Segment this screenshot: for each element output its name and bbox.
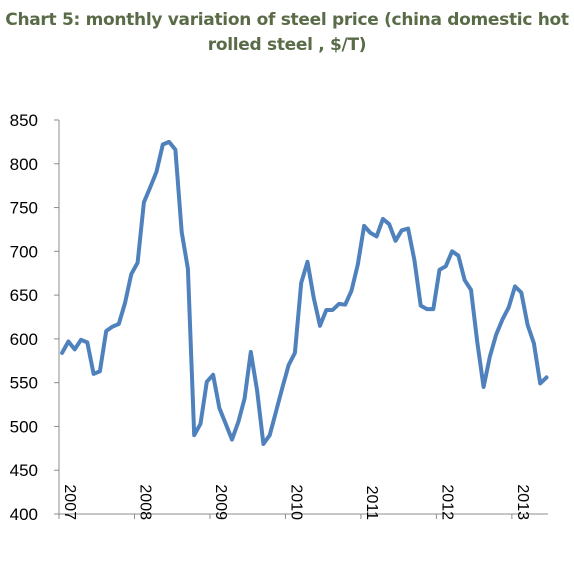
y-tick-label: 750 xyxy=(10,199,38,218)
y-tick-label: 550 xyxy=(10,374,38,393)
y-tick-label: 600 xyxy=(10,330,38,349)
y-tick-label: 800 xyxy=(10,155,38,174)
y-tick-label: 700 xyxy=(10,242,38,261)
x-tick-label: 2013 xyxy=(514,484,531,520)
y-tick-label: 850 xyxy=(10,111,38,130)
x-tick-label: 2009 xyxy=(212,484,229,520)
x-axis-ticks: 2007 2008 2009 2010 2011 2012 2013 xyxy=(58,484,531,521)
x-tick-label: 2010 xyxy=(287,484,304,520)
series xyxy=(60,139,549,446)
x-tick-label: 2008 xyxy=(136,484,153,520)
y-tick-label: 400 xyxy=(10,505,38,524)
series-line xyxy=(60,139,549,446)
chart-title: Chart 5: monthly variation of steel pric… xyxy=(0,8,574,58)
y-axis-ticks: 400 450 500 550 600 650 700 750 800 850 xyxy=(10,111,59,524)
x-tick-label: 2011 xyxy=(363,486,380,521)
axes xyxy=(58,120,548,515)
y-tick-label: 450 xyxy=(10,461,38,480)
chart-title-line-2: rolled steel , $/T) xyxy=(207,35,367,55)
x-tick-label: 2012 xyxy=(438,484,455,520)
x-tick-label: 2007 xyxy=(61,484,78,520)
y-tick-label: 500 xyxy=(10,417,38,436)
y-tick-label: 650 xyxy=(10,286,38,305)
chart-title-line-1: Chart 5: monthly variation of steel pric… xyxy=(5,10,569,30)
